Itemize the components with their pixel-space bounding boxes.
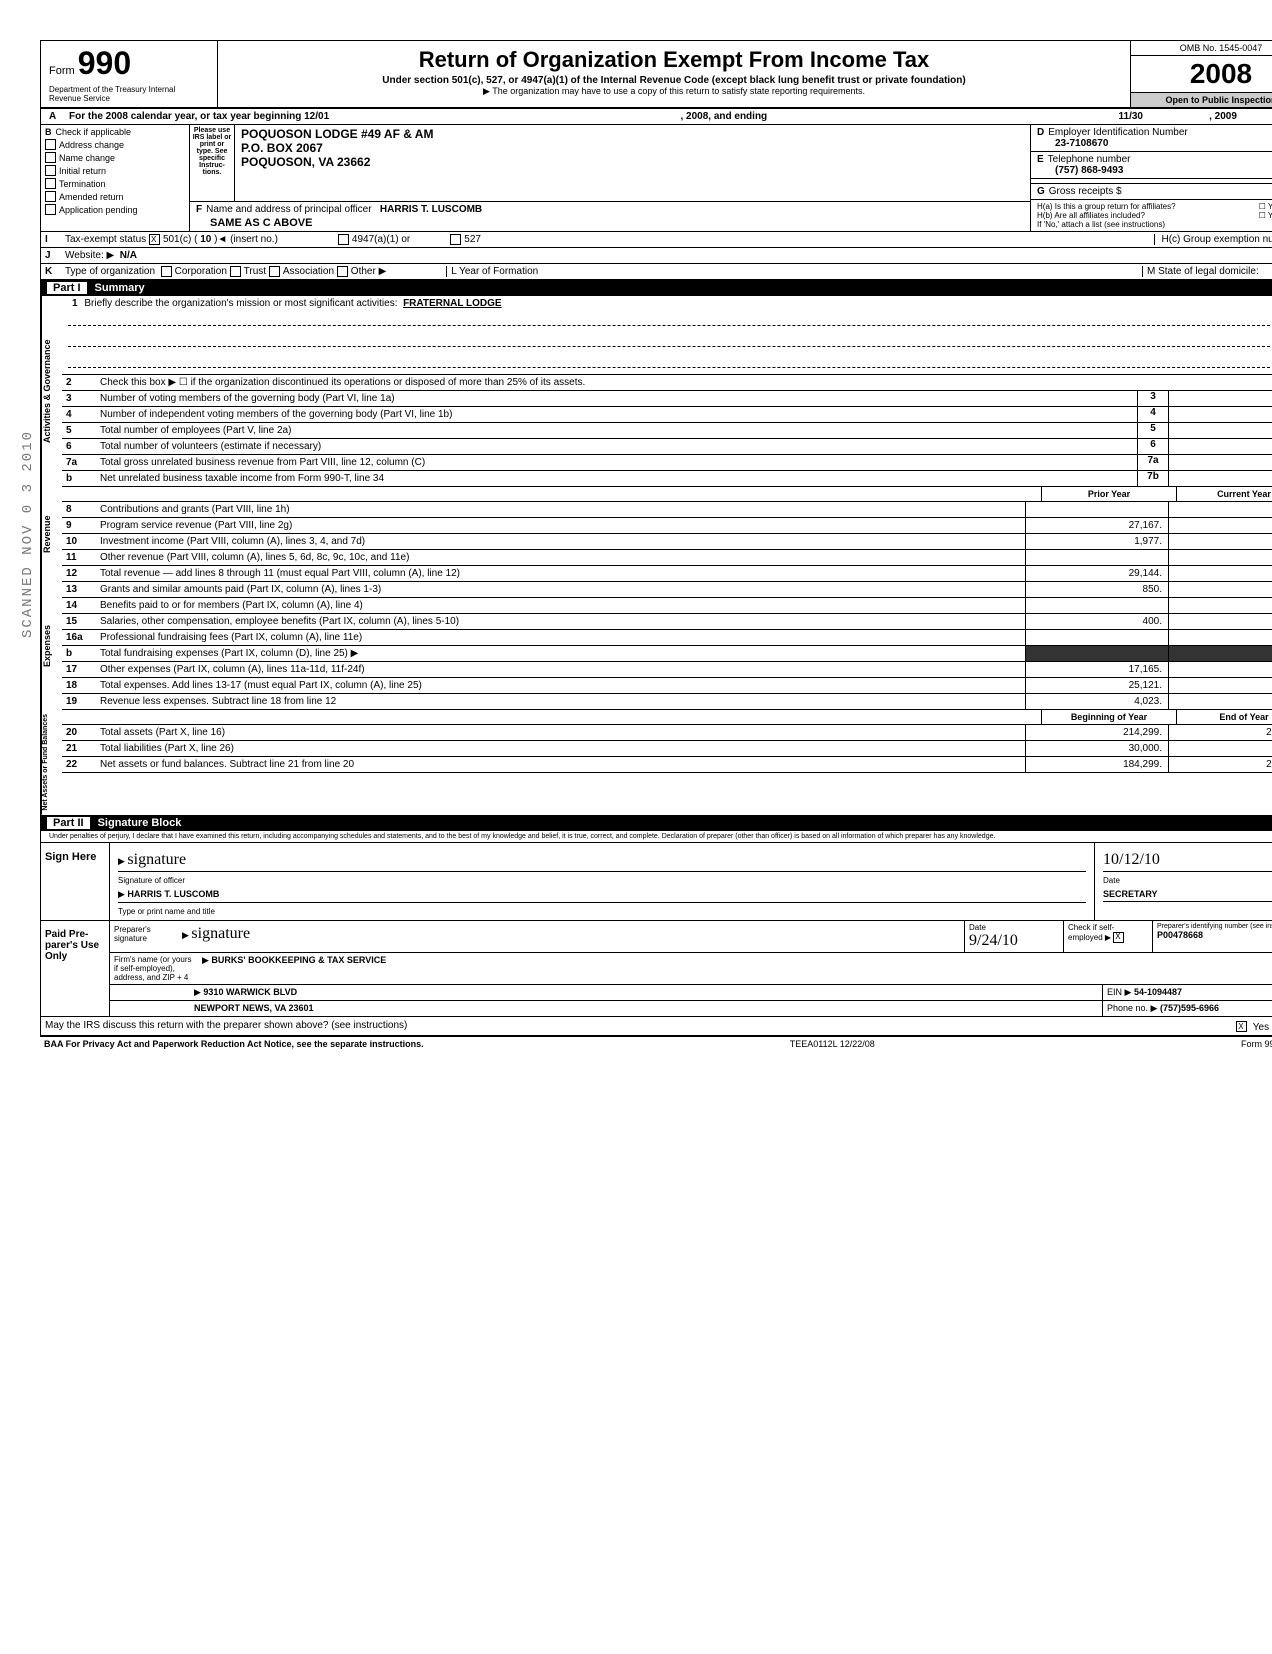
- form-number: Form 990: [49, 45, 209, 82]
- checkbox-initial[interactable]: [45, 165, 56, 176]
- line-j: J Website: ▶ N/A: [41, 248, 1272, 264]
- sign-here-block: Sign Here ▶ signature Signature of offic…: [41, 843, 1272, 921]
- net-assets-label: Net Assets or Fund Balances: [41, 710, 62, 815]
- please-use-label: Please use IRS label or print or type. S…: [190, 125, 235, 201]
- officer-signature: signature: [127, 851, 186, 868]
- org-info: POQUOSON LODGE #49 AF & AM P.O. BOX 2067…: [235, 125, 1030, 201]
- checkbox-4947[interactable]: [338, 234, 349, 245]
- part-2-header: Part II Signature Block: [41, 815, 1272, 831]
- checkbox-termination[interactable]: [45, 178, 56, 189]
- check-column: BCheck if applicable Address change Name…: [41, 125, 190, 231]
- expenses-label: Expenses: [41, 582, 62, 710]
- checkbox-527[interactable]: [450, 234, 461, 245]
- paid-preparer-block: Paid Pre-parer's Use Only Preparer's sig…: [41, 921, 1272, 1017]
- form-990-container: Form 990 Department of the Treasury Inte…: [40, 40, 1272, 1037]
- activities-label: Activities & Governance: [41, 296, 62, 487]
- tax-year: 2008: [1131, 56, 1272, 93]
- form-header: Form 990 Department of the Treasury Inte…: [41, 41, 1272, 109]
- dept-treasury: Department of the Treasury Internal Reve…: [49, 85, 209, 103]
- right-column: DEmployer Identification Number 23-71086…: [1030, 125, 1272, 231]
- footer: BAA For Privacy Act and Paperwork Reduct…: [40, 1037, 1272, 1051]
- checkbox-name[interactable]: [45, 152, 56, 163]
- omb-number: OMB No. 1545-0047: [1131, 41, 1272, 56]
- form-note: ▶ The organization may have to use a cop…: [226, 86, 1122, 97]
- line-k: K Type of organization Corporation Trust…: [41, 264, 1272, 280]
- part-1-header: Part I Summary: [41, 280, 1272, 296]
- line-i: I Tax-exempt status 501(c) ( 10 )◄ (inse…: [41, 232, 1272, 248]
- preparer-signature: signature: [191, 925, 250, 942]
- checkbox-pending[interactable]: [45, 204, 56, 215]
- checkbox-address[interactable]: [45, 139, 56, 150]
- section-b: BCheck if applicable Address change Name…: [41, 125, 1272, 232]
- form-subtitle: Under section 501(c), 527, or 4947(a)(1)…: [226, 75, 1122, 86]
- scanned-stamp: SCANNED NOV 0 3 2010: [20, 430, 36, 638]
- form-title: Return of Organization Exempt From Incom…: [226, 47, 1122, 73]
- revenue-label: Revenue: [41, 487, 62, 582]
- public-inspection: Open to Public Inspection: [1131, 93, 1272, 107]
- summary-body: Activities & Governance 1 Briefly descri…: [41, 296, 1272, 487]
- discuss-row: May the IRS discuss this return with the…: [41, 1017, 1272, 1036]
- checkbox-501c[interactable]: [149, 234, 160, 245]
- penalties-text: Under penalties of perjury, I declare th…: [41, 831, 1272, 843]
- checkbox-amended[interactable]: [45, 191, 56, 202]
- line-a-tax-year: A For the 2008 calendar year, or tax yea…: [41, 109, 1272, 125]
